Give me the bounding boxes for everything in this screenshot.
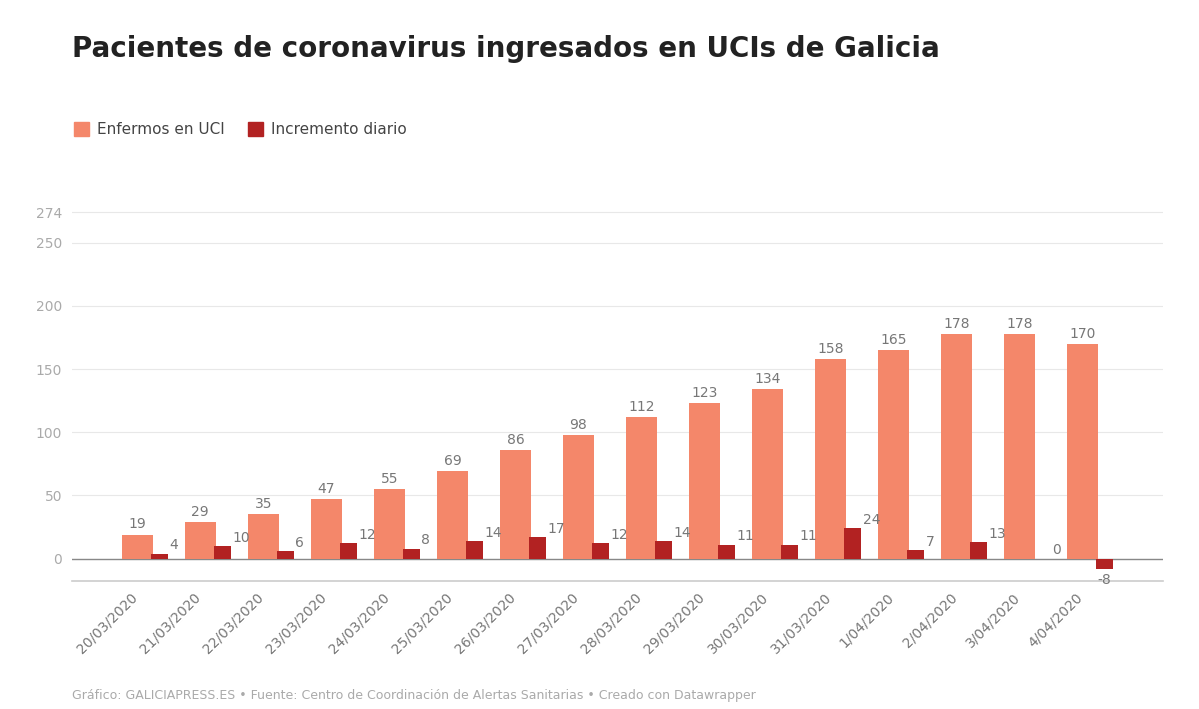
Bar (374, 489, 405, 559)
Bar (311, 499, 342, 559)
Text: 165: 165 (880, 333, 906, 347)
Bar (1004, 334, 1035, 559)
Bar (1067, 344, 1098, 559)
Text: 12: 12 (359, 528, 376, 542)
Text: 17: 17 (548, 522, 565, 536)
Text: 14: 14 (674, 525, 691, 540)
Bar (970, 542, 988, 559)
Text: 0: 0 (1052, 543, 1060, 557)
Text: 178: 178 (944, 316, 970, 330)
Bar (781, 545, 799, 559)
Text: 35: 35 (254, 497, 272, 511)
Bar (436, 471, 468, 559)
Text: 29: 29 (192, 505, 209, 519)
Bar (844, 528, 861, 559)
Bar (403, 549, 420, 559)
Bar (1096, 559, 1114, 569)
Bar (465, 541, 483, 559)
Bar (185, 522, 216, 559)
Text: 8: 8 (422, 533, 430, 547)
Text: 123: 123 (692, 386, 718, 400)
Text: -8: -8 (1098, 573, 1111, 586)
Bar (655, 541, 673, 559)
Text: 6: 6 (295, 536, 305, 549)
Bar (500, 450, 531, 559)
Text: 158: 158 (818, 342, 844, 356)
Text: 14: 14 (484, 525, 502, 540)
Bar (277, 551, 294, 559)
Text: Pacientes de coronavirus ingresados en UCIs de Galicia: Pacientes de coronavirus ingresados en U… (72, 35, 940, 63)
Text: 112: 112 (628, 400, 655, 414)
Bar (339, 544, 357, 559)
Text: 12: 12 (610, 528, 628, 542)
Text: 134: 134 (754, 372, 781, 386)
Text: 170: 170 (1070, 327, 1096, 340)
Bar (906, 549, 924, 559)
Text: Gráfico: GALICIAPRESS.ES • Fuente: Centro de Coordinación de Alertas Sanitarias : Gráfico: GALICIAPRESS.ES • Fuente: Centr… (72, 689, 755, 702)
Text: 7: 7 (926, 535, 934, 549)
Bar (815, 359, 846, 559)
Text: 178: 178 (1006, 316, 1032, 330)
Text: 55: 55 (380, 472, 398, 486)
Text: 47: 47 (318, 482, 335, 496)
Text: 10: 10 (233, 531, 251, 545)
Legend: Enfermos en UCI, Incremento diario: Enfermos en UCI, Incremento diario (74, 122, 406, 137)
Bar (562, 435, 595, 559)
Bar (151, 554, 168, 559)
Bar (591, 544, 609, 559)
Bar (878, 350, 909, 559)
Bar (688, 403, 721, 559)
Text: 13: 13 (989, 527, 1006, 541)
Bar (213, 546, 231, 559)
Bar (752, 389, 783, 559)
Bar (247, 515, 279, 559)
Bar (529, 537, 547, 559)
Text: 11: 11 (800, 530, 818, 544)
Bar (626, 417, 657, 559)
Text: 19: 19 (128, 518, 146, 532)
Bar (718, 545, 735, 559)
Text: 11: 11 (736, 530, 754, 544)
Bar (121, 535, 153, 559)
Text: 69: 69 (444, 454, 462, 468)
Text: 86: 86 (506, 432, 524, 447)
Text: 24: 24 (862, 513, 880, 527)
Text: 4: 4 (169, 538, 179, 552)
Bar (941, 334, 972, 559)
Text: 98: 98 (570, 418, 588, 432)
